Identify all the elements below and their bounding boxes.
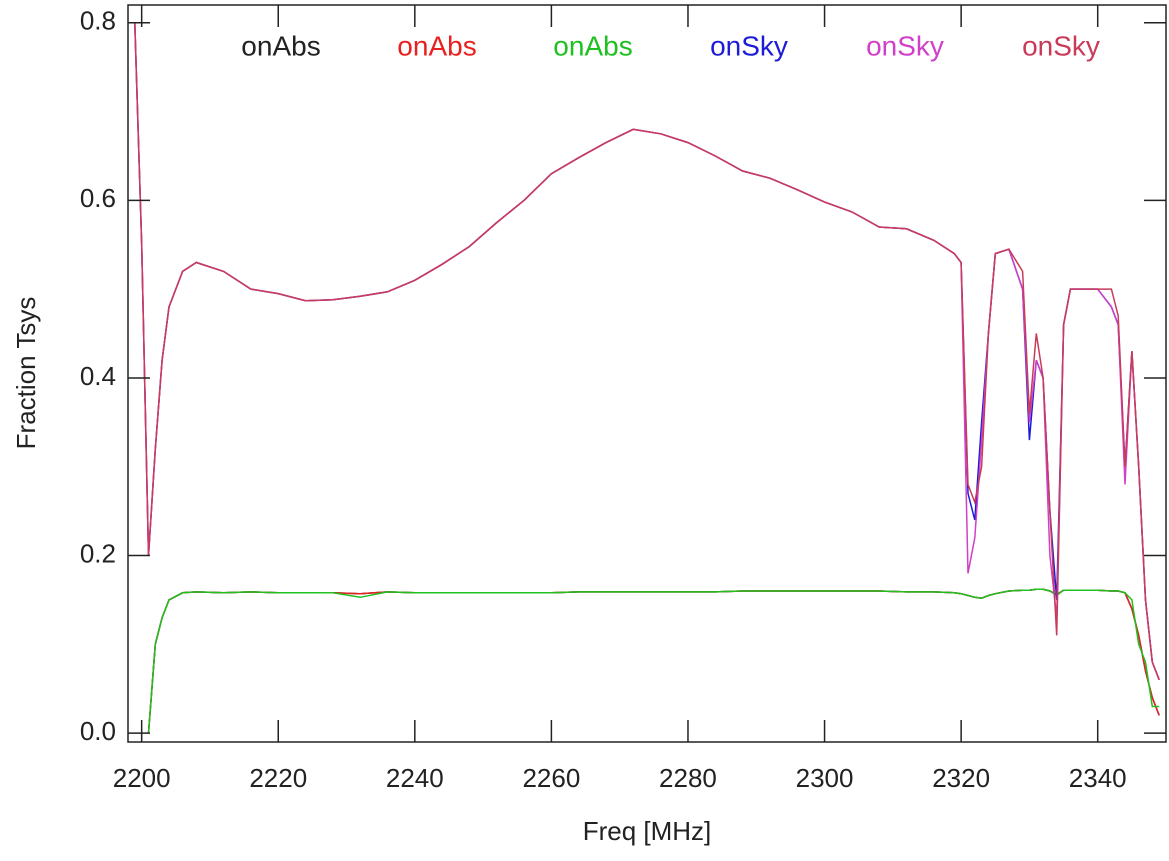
y-tick-label: 0.8 (80, 6, 116, 36)
series-line (147, 588, 1160, 734)
x-tick-label: 2240 (386, 763, 444, 793)
series-line (134, 22, 1160, 681)
y-tick-label: 0.0 (80, 716, 116, 746)
legend-label: onSky (710, 30, 788, 61)
legend-label: onAbs (397, 30, 476, 61)
legend-label: onAbs (553, 30, 632, 61)
x-tick-label: 2280 (659, 763, 717, 793)
y-tick-label: 0.2 (80, 538, 116, 568)
series-line (134, 22, 1160, 681)
x-tick-label: 2340 (1069, 763, 1127, 793)
x-tick-label: 2220 (249, 763, 307, 793)
y-tick-label: 0.6 (80, 183, 116, 213)
legend-label: onAbs (241, 30, 320, 61)
x-tick-label: 2320 (932, 763, 990, 793)
series-line (134, 22, 1160, 681)
series-line (147, 588, 1160, 734)
series-line (147, 588, 1160, 734)
plot-frame (127, 4, 1167, 743)
y-axis-label: Fraction Tsys (11, 297, 41, 450)
plot-lines (134, 22, 1160, 734)
y-tick-label: 0.4 (80, 361, 116, 391)
legend-label: onSky (1022, 30, 1100, 61)
legend-label: onSky (866, 30, 944, 61)
x-tick-label: 2300 (796, 763, 854, 793)
x-tick-label: 2260 (522, 763, 580, 793)
x-axis-label: Freq [MHz] (583, 816, 712, 846)
x-tick-label: 2200 (113, 763, 171, 793)
